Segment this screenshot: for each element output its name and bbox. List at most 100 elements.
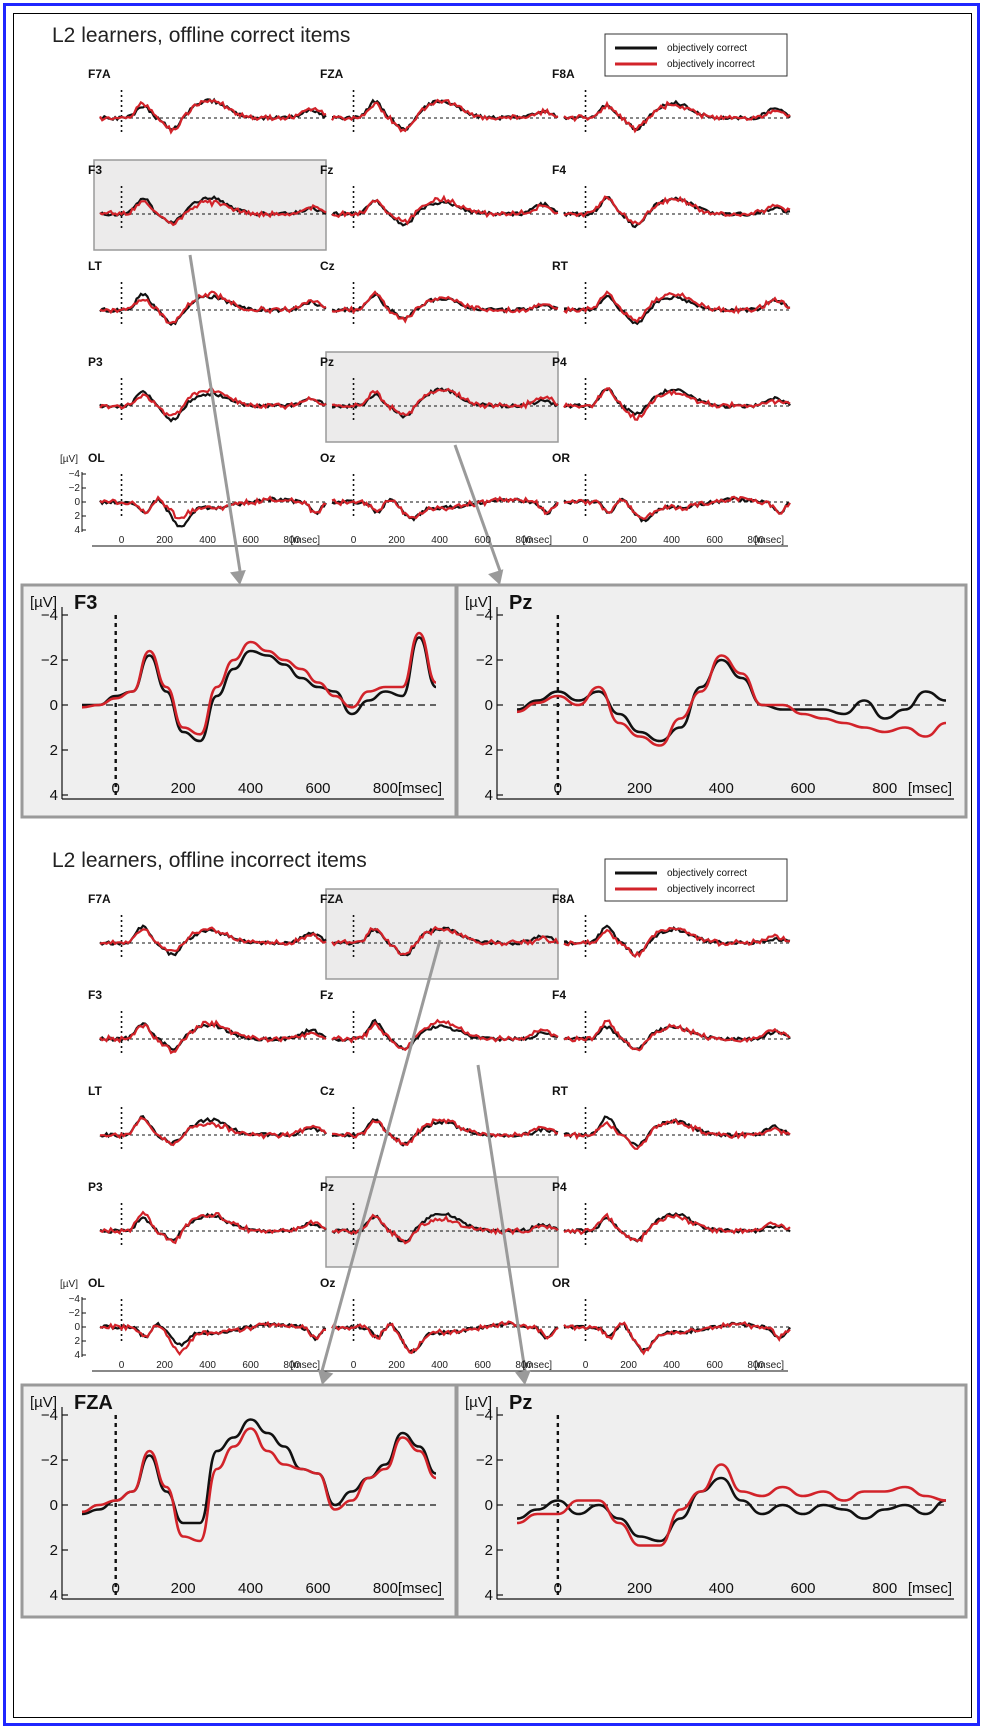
trace-incorrect bbox=[331, 1320, 559, 1355]
zoom-y-tick-label: −2 bbox=[41, 652, 58, 669]
zoom-x-tick-label: 0 bbox=[554, 1580, 562, 1597]
zoom-x-tick-label: 600 bbox=[305, 780, 330, 797]
arrow-pz-2-head bbox=[515, 1369, 531, 1385]
legend-label-1: objectively incorrect bbox=[667, 884, 755, 895]
channel-or-p2 bbox=[556, 1299, 791, 1372]
channel-label-or: OR bbox=[552, 451, 570, 465]
zoom-trace-incorrect bbox=[81, 631, 437, 736]
zoom-y-tick-label: 4 bbox=[50, 787, 58, 804]
x-tick-label: 0 bbox=[583, 1360, 589, 1371]
channel-f4-p1 bbox=[563, 186, 791, 229]
y-tick-label: −2 bbox=[69, 483, 81, 494]
zoom-x-tick-label: 800 bbox=[872, 780, 897, 797]
trace-correct bbox=[99, 1114, 327, 1147]
trace-correct bbox=[563, 387, 791, 416]
channel-label-fz: Fz bbox=[320, 163, 333, 177]
highlight-layer bbox=[93, 159, 559, 1268]
zoom-y-tick-label: −4 bbox=[476, 607, 493, 624]
panel-title-2: L2 learners, offline incorrect items bbox=[52, 849, 367, 872]
y-tick-label: 0 bbox=[74, 497, 80, 508]
channel-p4-p2 bbox=[563, 1203, 791, 1245]
trace-incorrect bbox=[99, 387, 327, 417]
zoom-trace-incorrect bbox=[516, 1463, 947, 1547]
zoom-x-unit: [msec] bbox=[398, 780, 442, 797]
y-tick-label: 0 bbox=[74, 1322, 80, 1333]
arrow-f3 bbox=[188, 254, 242, 572]
zoom-x-tick-label: 200 bbox=[627, 780, 652, 797]
highlight-pz bbox=[325, 1176, 559, 1268]
x-tick-label: 800 bbox=[747, 535, 764, 546]
channel-or-p1 bbox=[556, 474, 791, 547]
x-tick-label: 600 bbox=[474, 1360, 491, 1371]
arrow-pz-1 bbox=[453, 444, 502, 572]
y-tick-label: 4 bbox=[74, 1350, 80, 1361]
trace-incorrect bbox=[563, 1019, 791, 1052]
zoom-y-tick-label: 4 bbox=[485, 1587, 493, 1604]
trace-incorrect bbox=[331, 1018, 559, 1052]
channel-label-f3: F3 bbox=[88, 988, 102, 1002]
y-unit-label: [µV] bbox=[60, 1279, 78, 1290]
zoom-y-tick-label: −4 bbox=[41, 1407, 58, 1424]
x-tick-label: 600 bbox=[706, 1360, 723, 1371]
trace-incorrect bbox=[563, 926, 791, 959]
trace-incorrect bbox=[99, 926, 327, 953]
trace-incorrect bbox=[563, 1118, 791, 1151]
channel-cz-p2 bbox=[331, 1107, 559, 1149]
channel-f8a-p1 bbox=[563, 90, 791, 134]
trace-incorrect bbox=[563, 195, 791, 226]
channel-oz-p1 bbox=[324, 474, 559, 547]
channel-label-oz: Oz bbox=[320, 451, 335, 465]
trace-correct bbox=[332, 98, 559, 132]
legend-label-0: objectively correct bbox=[667, 868, 747, 879]
zoom-x-tick-label: 400 bbox=[238, 780, 263, 797]
zoom-y-tick-label: −4 bbox=[476, 1407, 493, 1424]
x-tick-label: 0 bbox=[119, 535, 125, 546]
zoom-y-unit: [µV] bbox=[465, 594, 492, 611]
channel-label-lt: LT bbox=[88, 1084, 102, 1098]
arrow-pz-1-head bbox=[488, 569, 504, 585]
channel-label-rt: RT bbox=[552, 1084, 569, 1098]
channel-f3-p2 bbox=[99, 1011, 327, 1055]
trace-incorrect bbox=[331, 925, 559, 956]
x-tick-label: 0 bbox=[119, 1360, 125, 1371]
zoom-y-tick-label: 0 bbox=[50, 697, 58, 714]
zoom-y-unit: [µV] bbox=[30, 594, 57, 611]
y-tick-label: 4 bbox=[74, 525, 80, 536]
x-tick-label: 200 bbox=[620, 1360, 637, 1371]
channel-label-or: OR bbox=[552, 1276, 570, 1290]
trace-incorrect bbox=[331, 495, 559, 520]
figure-inner-frame bbox=[13, 13, 972, 1718]
zoom-x-tick-label: 800 bbox=[373, 1580, 398, 1597]
zoom-x-tick-label: 400 bbox=[709, 1580, 734, 1597]
trace-incorrect bbox=[332, 1118, 559, 1147]
trace-incorrect bbox=[99, 1116, 327, 1147]
x-tick-label: 800 bbox=[515, 1360, 532, 1371]
channel-cz-p1 bbox=[331, 282, 559, 324]
trace-incorrect bbox=[99, 290, 327, 325]
channel-fz-p1 bbox=[331, 186, 559, 228]
channel-label-f4: F4 bbox=[552, 988, 566, 1002]
zoom-frame bbox=[20, 583, 458, 819]
zoom-trace-incorrect bbox=[81, 1427, 437, 1543]
zoom-channel-label: Pz bbox=[509, 592, 532, 614]
channel-f3-p1 bbox=[99, 186, 327, 228]
highlight-fza bbox=[325, 888, 559, 980]
channel-label-fza: FZA bbox=[320, 67, 344, 81]
y-unit-label: [µV] bbox=[60, 454, 78, 465]
zoom-channel-label: FZA bbox=[74, 1392, 113, 1414]
text-layer: L2 learners, offline correct items object… bbox=[30, 24, 952, 1604]
zoom-y-unit: [µV] bbox=[30, 1394, 57, 1411]
channel-label-f4: F4 bbox=[552, 163, 566, 177]
trace-incorrect bbox=[99, 198, 327, 227]
trace-correct bbox=[563, 1212, 791, 1243]
zoom-y-unit: [µV] bbox=[465, 1394, 492, 1411]
x-tick-label: 200 bbox=[156, 1360, 173, 1371]
x-tick-label: 400 bbox=[199, 535, 216, 546]
trace-incorrect bbox=[563, 1320, 791, 1356]
channel-label-pz: Pz bbox=[320, 1180, 334, 1194]
channel-ol-p1 bbox=[81, 472, 327, 547]
channel-label-cz: Cz bbox=[320, 1084, 335, 1098]
x-unit-label: [msec] bbox=[755, 535, 785, 546]
x-tick-label: 400 bbox=[431, 1360, 448, 1371]
zoom-x-tick-label: 800 bbox=[373, 780, 398, 797]
